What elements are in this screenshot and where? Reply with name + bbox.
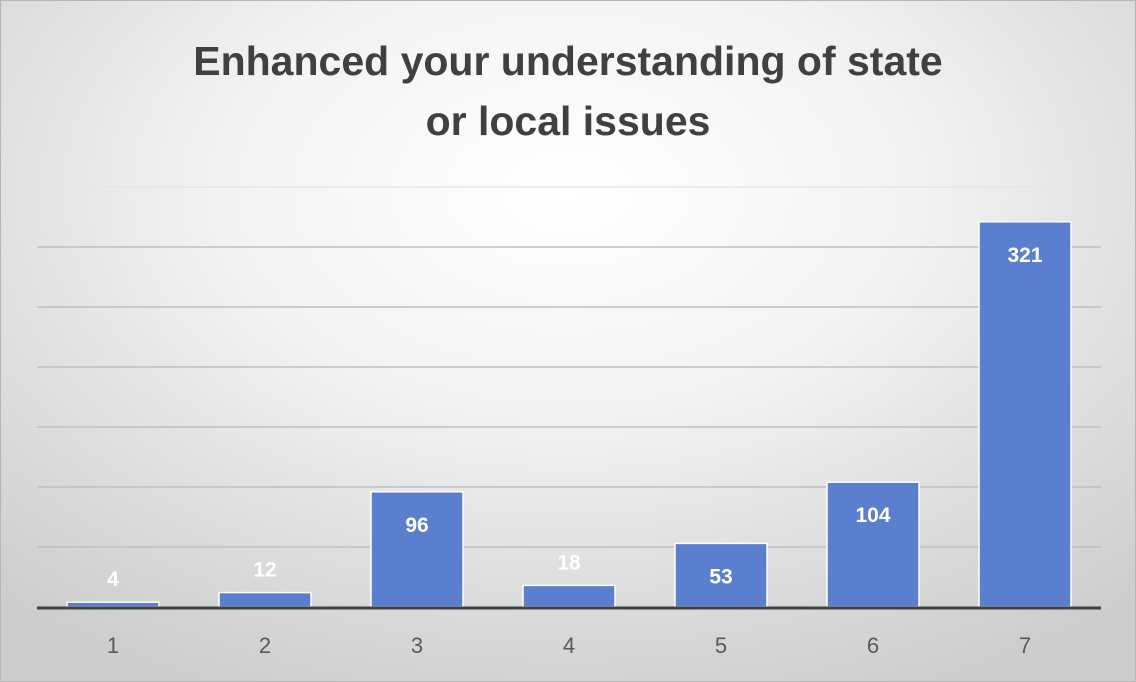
bar-7 — [978, 221, 1072, 608]
x-tick-label-1: 1 — [107, 633, 119, 658]
data-label-3: 96 — [405, 514, 428, 537]
data-label-7: 321 — [1007, 244, 1042, 267]
x-tick-labels: 1 2 3 4 5 6 7 — [107, 633, 1031, 658]
bar-4 — [522, 584, 616, 608]
chart-title: Enhanced your understanding of state or … — [193, 38, 943, 144]
x-tick-label-6: 6 — [867, 633, 879, 658]
x-tick-label-7: 7 — [1019, 633, 1031, 658]
bar-5 — [674, 542, 768, 608]
bar-1 — [66, 601, 160, 608]
data-label-4: 18 — [557, 551, 581, 574]
x-tick-label-5: 5 — [715, 633, 727, 658]
data-label-6: 104 — [855, 504, 890, 527]
x-tick-label-3: 3 — [411, 633, 423, 658]
x-tick-label-2: 2 — [259, 633, 271, 658]
data-label-5: 53 — [709, 565, 732, 588]
data-label-2: 12 — [253, 559, 276, 582]
data-label-1: 4 — [107, 568, 119, 591]
data-labels: 4 12 96 18 53 104 321 — [107, 244, 1043, 591]
bar-2 — [218, 591, 312, 608]
bar-3 — [370, 491, 464, 608]
x-tick-label-4: 4 — [563, 633, 575, 658]
gridlines — [37, 186, 1101, 548]
bars — [66, 221, 1072, 608]
bar-6 — [826, 481, 920, 608]
